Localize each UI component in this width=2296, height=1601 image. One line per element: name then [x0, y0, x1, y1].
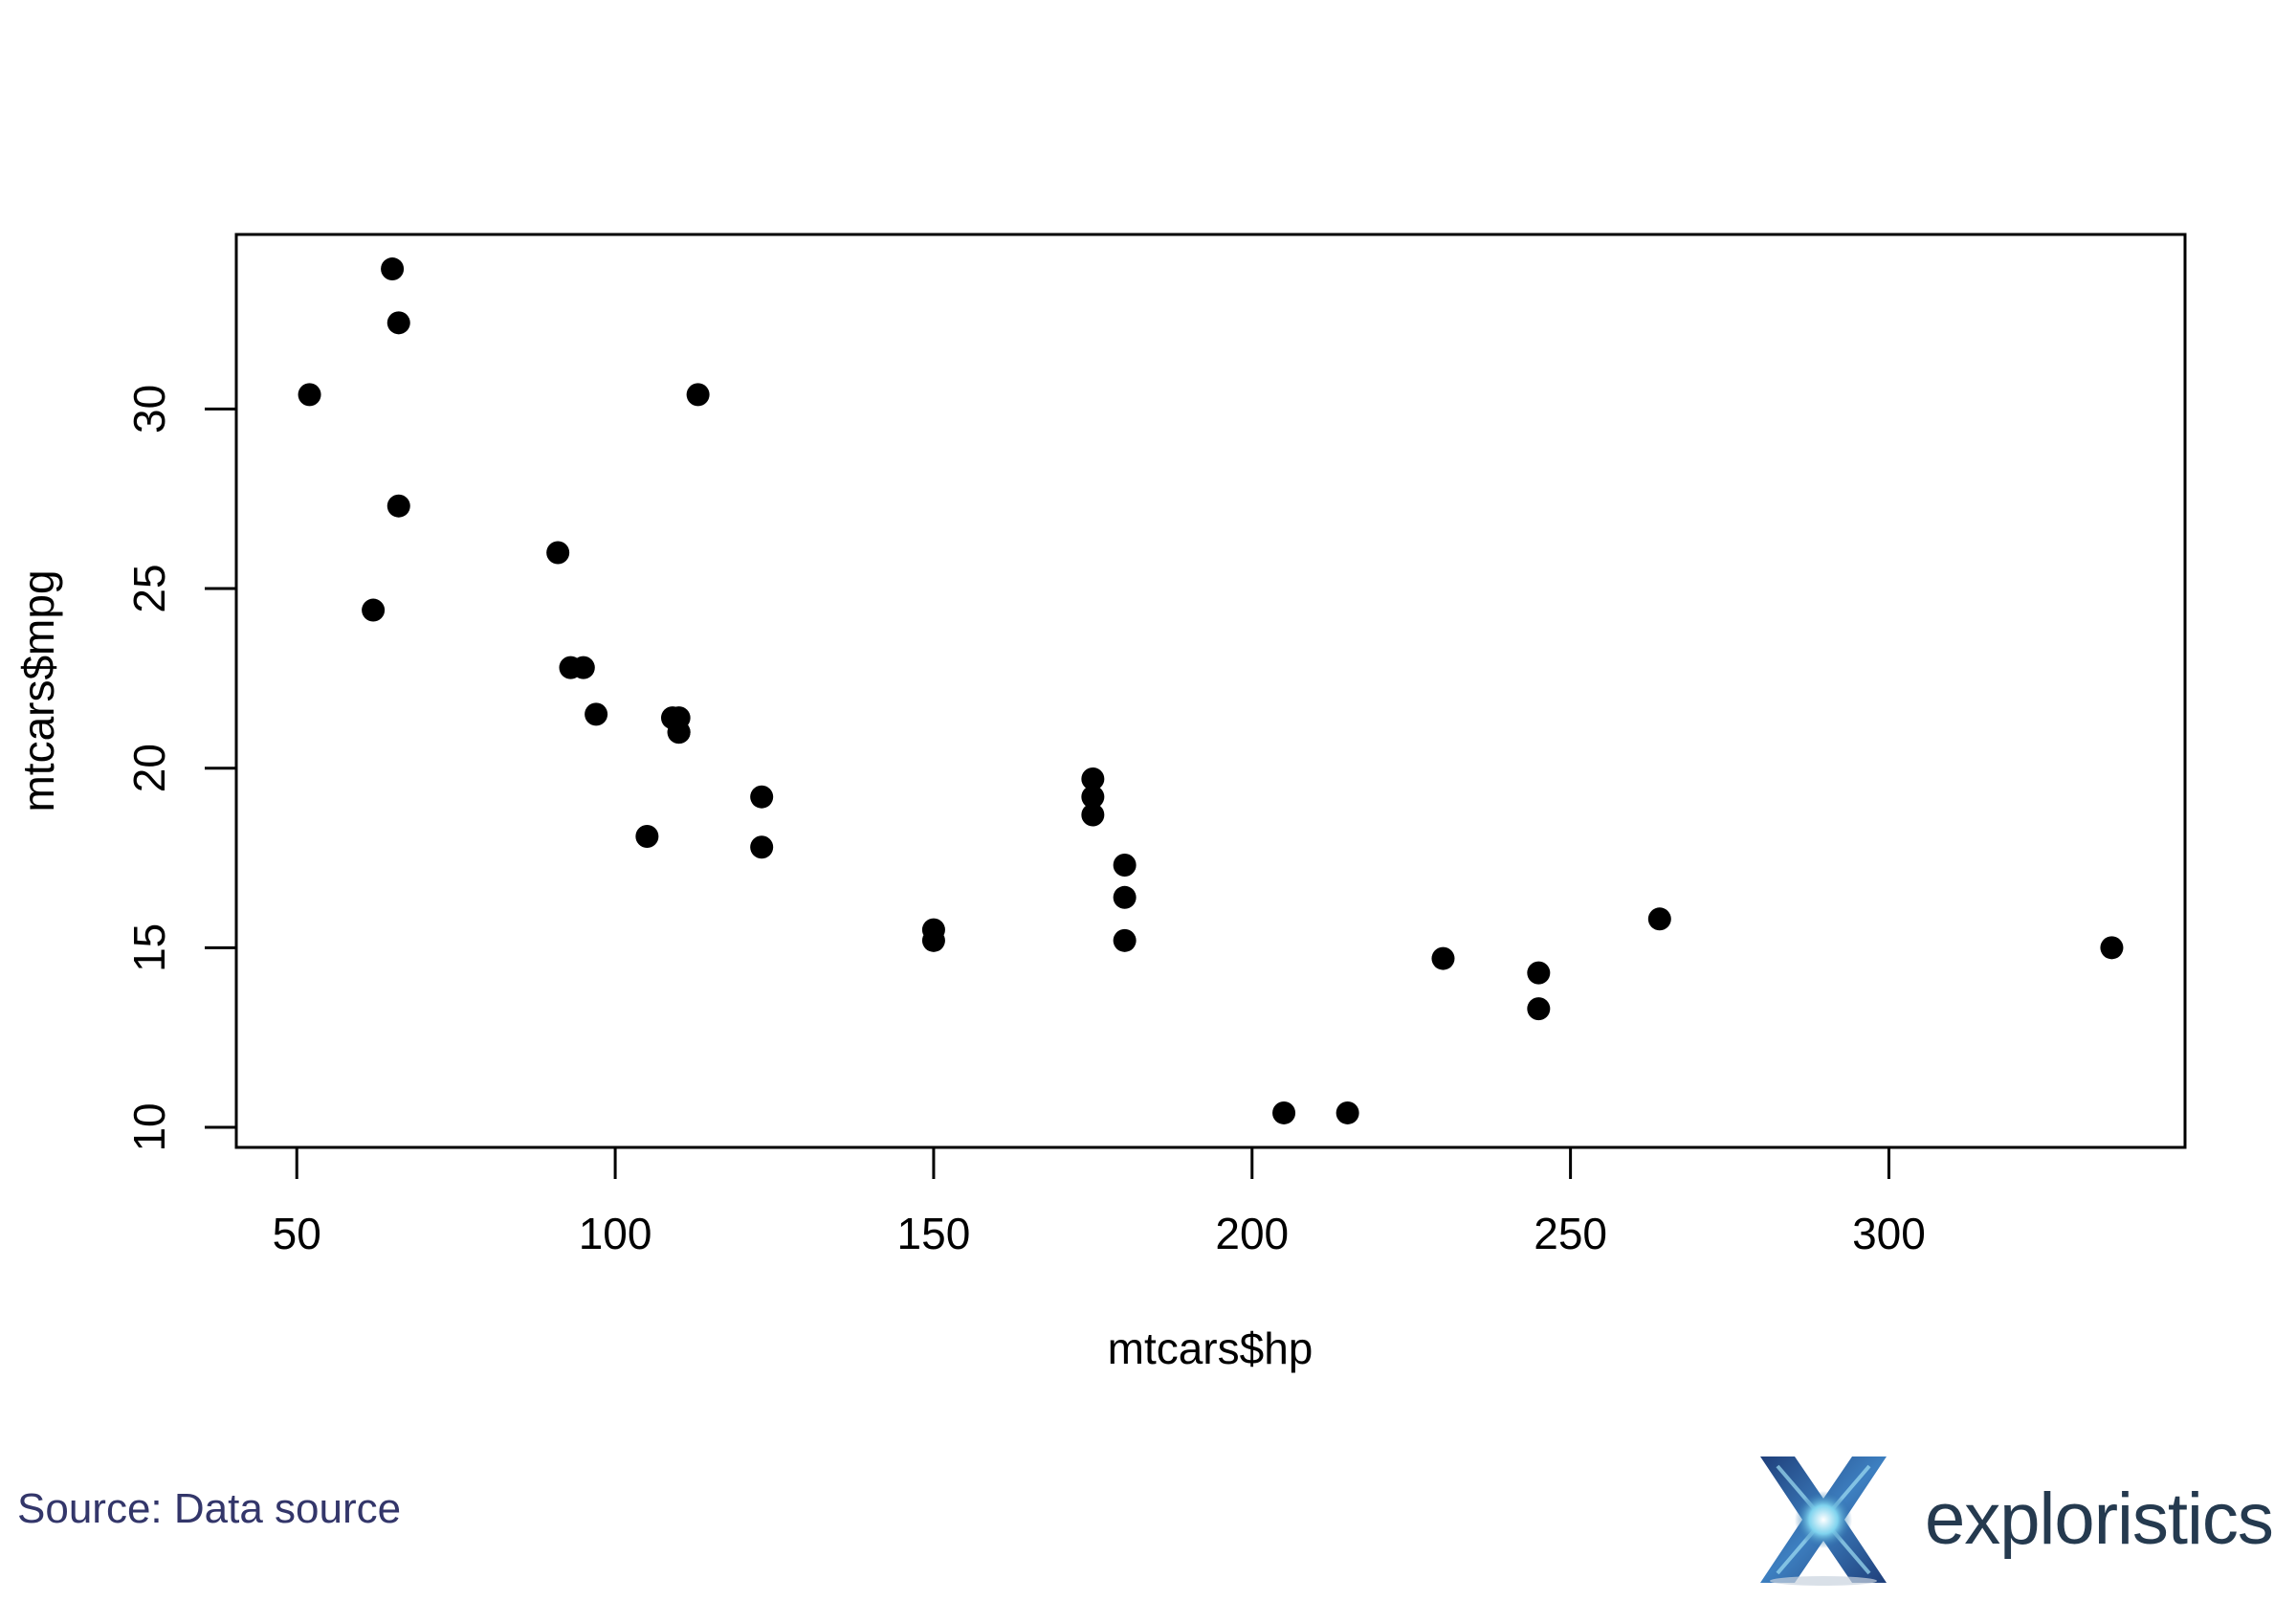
source-note: Source: Data source	[17, 1485, 402, 1532]
y-tick-label: 10	[124, 1102, 174, 1151]
y-tick-label: 30	[124, 385, 174, 434]
data-point	[1113, 854, 1137, 878]
data-point	[1336, 1101, 1359, 1124]
data-point	[660, 706, 684, 730]
data-point	[1113, 885, 1137, 909]
data-point	[585, 702, 608, 726]
y-tick-label: 15	[124, 923, 174, 972]
data-point	[750, 785, 774, 809]
data-point	[1527, 961, 1551, 985]
y-axis: 10 15 20 25 30	[124, 385, 238, 1152]
data-point	[386, 311, 410, 335]
x-tick-label: 250	[1534, 1209, 1607, 1258]
x-axis-title: mtcars$hp	[1108, 1323, 1314, 1373]
data-point	[921, 928, 945, 952]
y-axis-title: mtcars$mpg	[13, 569, 63, 812]
data-point	[1081, 785, 1105, 809]
data-point	[1527, 997, 1551, 1021]
x-tick-label: 150	[897, 1209, 971, 1258]
y-tick-label: 25	[124, 564, 174, 612]
data-point	[386, 494, 410, 518]
brand-wordmark: exploristics	[1925, 1479, 2274, 1560]
data-point	[362, 598, 386, 622]
data-point	[298, 383, 321, 407]
x-tick-label: 200	[1215, 1209, 1289, 1258]
data-points	[298, 257, 2124, 1124]
data-point	[686, 383, 710, 407]
data-point	[381, 257, 405, 281]
data-point	[571, 656, 595, 679]
x-tick-label: 300	[1852, 1209, 1926, 1258]
data-point	[1272, 1101, 1296, 1124]
data-point	[1113, 928, 1137, 952]
data-point	[1647, 907, 1671, 931]
plot-frame	[234, 233, 2187, 1149]
data-point	[546, 541, 570, 565]
data-point	[750, 835, 774, 859]
data-point	[635, 824, 659, 848]
x-axis: 50 100 150 200 250 300	[273, 1145, 1926, 1258]
x-tick-label: 50	[273, 1209, 321, 1258]
y-tick-label: 20	[124, 744, 174, 792]
exploristics-x-icon	[1760, 1456, 1887, 1586]
data-point	[1081, 803, 1105, 827]
data-point	[1431, 946, 1455, 970]
brand-logo: exploristics	[1756, 1453, 2281, 1587]
data-point	[1081, 767, 1105, 790]
x-tick-label: 100	[579, 1209, 652, 1258]
data-point	[2100, 936, 2124, 960]
